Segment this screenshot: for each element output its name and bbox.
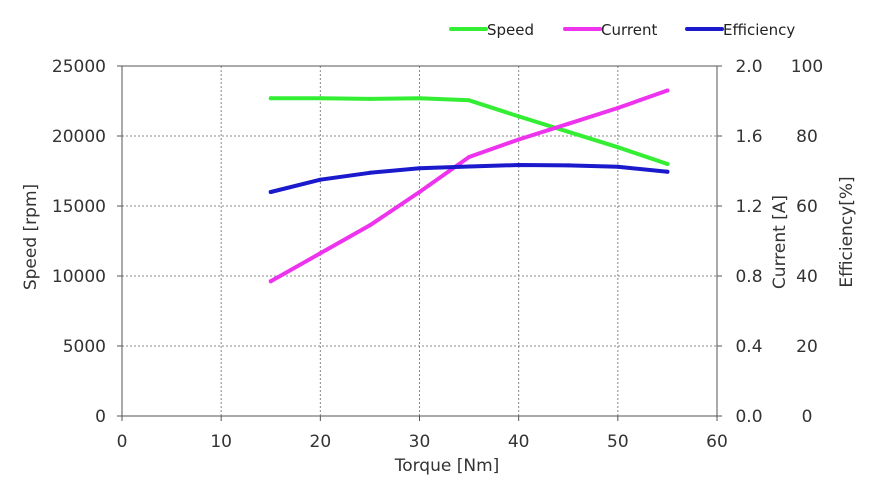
x-tick-label: 20 [310,432,332,452]
series-line-speed [268,96,670,166]
legend: Speed Current Efficiency [449,21,795,39]
current-tick-label: 0.4 [735,337,762,357]
legend-label-speed: Speed [487,21,534,39]
data-point-speed [516,114,521,119]
legend-label-current: Current [601,21,657,39]
data-point-current [467,155,472,159]
data-point-current [318,251,323,256]
data-point-current [268,279,273,284]
data-point-efficiency [615,164,620,169]
data-point-efficiency [367,170,372,175]
data-point-speed [417,96,422,101]
efficiency-tick-label: 20 [796,337,818,357]
data-point-efficiency [318,177,323,182]
x-tick-label: 10 [210,432,232,452]
current-tick-label: 0.0 [735,407,762,427]
legend-label-efficiency: Efficiency [723,21,795,39]
x-tick-label: 0 [117,432,128,452]
efficiency-axis-title: Efficiency[%] [837,176,857,287]
data-point-current [615,106,620,110]
grid [122,66,717,416]
data-point-speed [566,129,571,134]
current-tick-label: 0.8 [735,267,762,287]
series-line-current [268,88,670,284]
speed-tick-label: 15000 [52,197,106,217]
data-point-current [516,137,521,142]
data-point-speed [318,96,323,101]
x-tick-label: 60 [706,432,728,452]
series-line-efficiency [268,163,670,194]
current-tick-label: 2.0 [735,57,762,77]
speed-tick-label: 10000 [52,267,106,287]
efficiency-tick-label: 0 [802,407,813,427]
data-point-efficiency [566,163,571,168]
current-tick-label: 1.2 [735,197,762,217]
x-tick-label: 30 [409,432,431,452]
data-point-efficiency [665,169,670,174]
data-point-speed [367,96,372,101]
data-point-current [417,190,422,194]
data-point-efficiency [467,164,472,169]
x-axis-title: Torque [Nm] [394,456,500,476]
current-tick-label: 1.6 [735,127,762,147]
data-point-speed [665,162,670,166]
data-point-current [665,88,670,93]
data-point-current [566,121,571,126]
series-layer [268,88,670,284]
efficiency-tick-label: 100 [791,57,823,77]
speed-axis-title: Speed [rpm] [21,184,41,290]
data-point-efficiency [268,190,273,194]
x-tick-label: 40 [508,432,530,452]
data-point-speed [467,98,472,103]
data-point-efficiency [417,166,422,171]
speed-tick-label: 20000 [52,127,106,147]
speed-tick-label: 0 [95,407,106,427]
x-tick-label: 50 [607,432,629,452]
data-point-speed [268,96,273,101]
data-point-speed [615,145,620,150]
speed-tick-label: 25000 [52,57,106,77]
efficiency-tick-label: 60 [796,197,818,217]
data-point-efficiency [516,163,521,168]
speed-tick-label: 5000 [63,337,106,357]
efficiency-tick-label: 40 [796,267,818,287]
current-axis-title: Current [A] [770,195,790,289]
efficiency-tick-label: 80 [796,127,818,147]
ticks-layer: 0 10 20 30 40 50 60 0 5000 10000 15000 20000 25000 0.… [52,57,823,452]
data-point-current [367,223,372,228]
